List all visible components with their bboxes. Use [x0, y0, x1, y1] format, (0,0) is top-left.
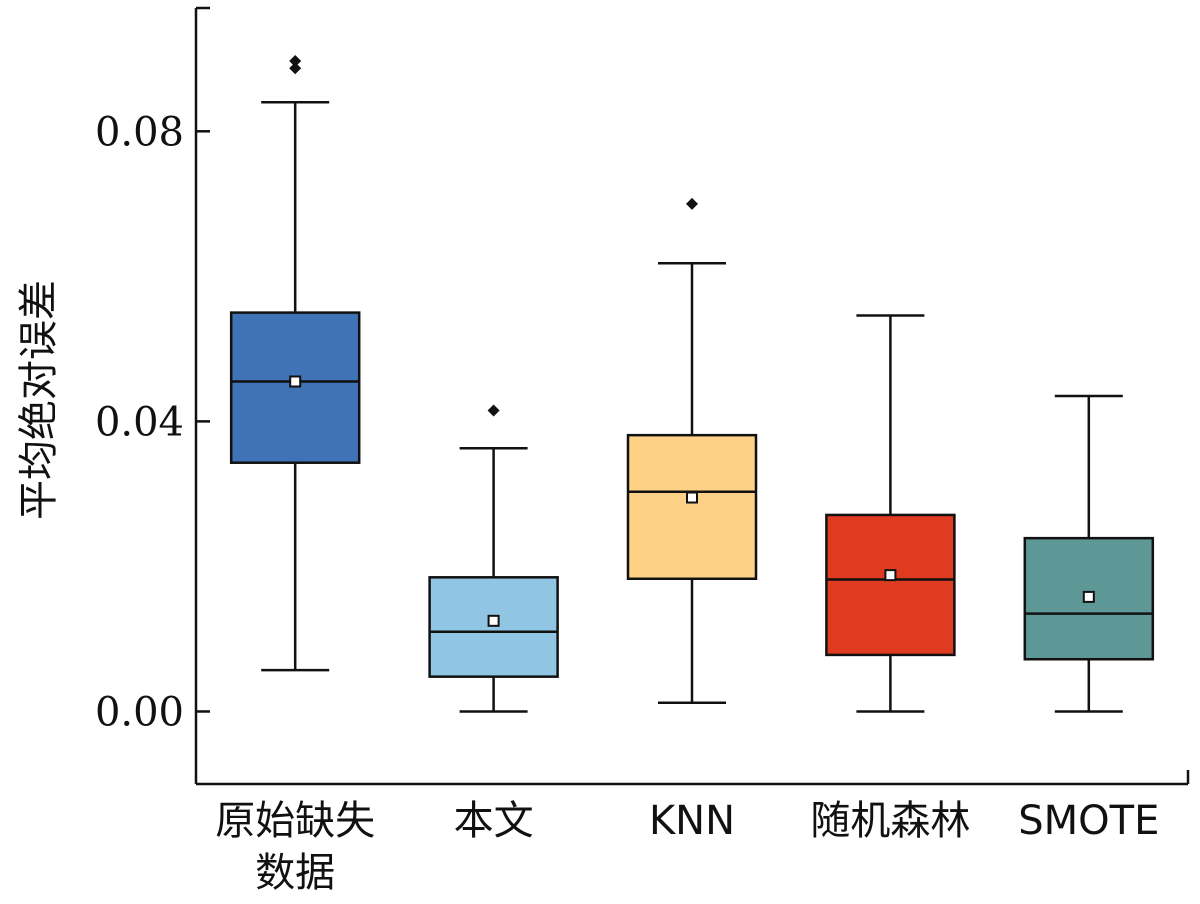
- boxes: [229, 54, 1155, 713]
- axes: [194, 6, 1190, 786]
- y-ticks: 0.00 0.04 0.08: [95, 109, 210, 735]
- y-tick-label: 0.04: [95, 399, 184, 445]
- x-tick-label: 数据: [255, 850, 335, 896]
- box-group: [825, 314, 956, 713]
- y-axis-label-group: 平均绝对误差: [16, 280, 62, 520]
- y-axis-label: 平均绝对误差: [16, 280, 62, 520]
- mean-marker: [1082, 590, 1095, 603]
- box-group: [428, 404, 559, 713]
- mean-marker: [686, 491, 698, 504]
- box-iqr: [626, 433, 758, 581]
- box-iqr: [825, 513, 956, 657]
- box-group: [1023, 394, 1155, 713]
- x-tick-label: SMOTE: [1018, 798, 1159, 844]
- box-group: [626, 197, 758, 705]
- x-tick-label: KNN: [649, 798, 735, 844]
- outlier-point: [289, 62, 302, 75]
- x-tick-label: 本文: [454, 798, 534, 844]
- box-iqr: [229, 311, 361, 464]
- outlier-point: [289, 54, 302, 67]
- outlier-point: [487, 404, 500, 417]
- mean-marker: [487, 614, 500, 627]
- outlier-point: [686, 197, 698, 210]
- mean-marker: [884, 569, 897, 582]
- x-tick-label: 原始缺失: [215, 798, 375, 844]
- mean-marker: [289, 375, 302, 388]
- box-group: [229, 54, 361, 672]
- y-tick-label: 0.08: [95, 109, 184, 155]
- x-tick-label: 随机森林: [810, 798, 970, 844]
- box-iqr: [428, 576, 559, 678]
- y-tick-label: 0.00: [95, 689, 184, 735]
